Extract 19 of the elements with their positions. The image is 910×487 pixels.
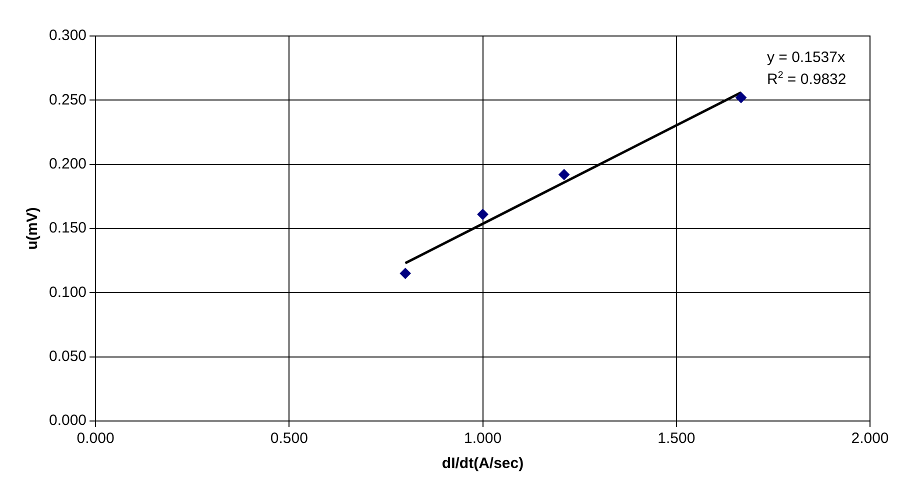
annotation: y = 0.1537x [767,49,846,66]
point [736,92,747,104]
y-tick-label: 0.050 [48,348,87,365]
x-tick-label: 1.500 [658,430,696,448]
y-axis-title: u(mV) [24,207,42,250]
y-tick-label: 0.250 [48,91,87,108]
point [400,268,411,279]
x-tick-label: 2.000 [851,430,889,448]
point [477,208,488,220]
y-tick-label: 0.000 [48,412,87,430]
y-tick-label: 0.150 [48,220,87,237]
point [558,169,570,180]
y-tick-label: 0.100 [48,284,87,301]
y-tick-label: 0.300 [48,27,87,44]
y-tick-label: 0.200 [48,155,87,172]
x-tick-label: 0.000 [76,430,114,448]
x-tick-label: 0.500 [270,430,308,448]
x-tick-label: 1.000 [464,430,502,448]
x-axis-title: dI/dt(A/sec) [442,455,524,472]
